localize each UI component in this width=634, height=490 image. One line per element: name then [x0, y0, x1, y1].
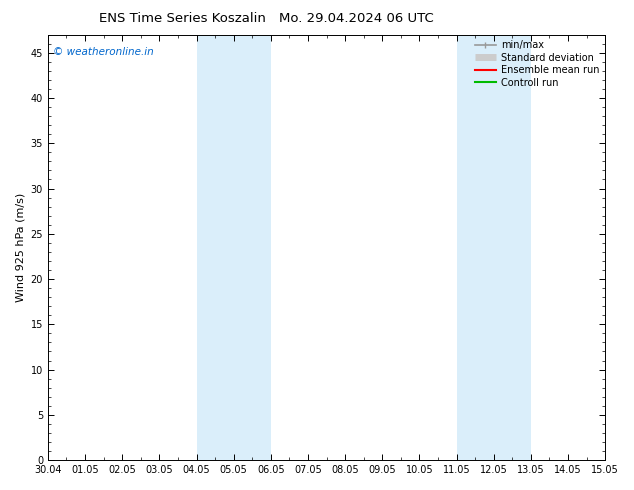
Y-axis label: Wind 925 hPa (m/s): Wind 925 hPa (m/s) — [15, 193, 25, 302]
Text: © weatheronline.in: © weatheronline.in — [53, 48, 154, 57]
Text: Mo. 29.04.2024 06 UTC: Mo. 29.04.2024 06 UTC — [279, 12, 434, 25]
Bar — [456, 35, 531, 460]
Text: ENS Time Series Koszalin: ENS Time Series Koszalin — [100, 12, 266, 25]
Legend: min/max, Standard deviation, Ensemble mean run, Controll run: min/max, Standard deviation, Ensemble me… — [470, 37, 603, 92]
Bar — [197, 35, 271, 460]
